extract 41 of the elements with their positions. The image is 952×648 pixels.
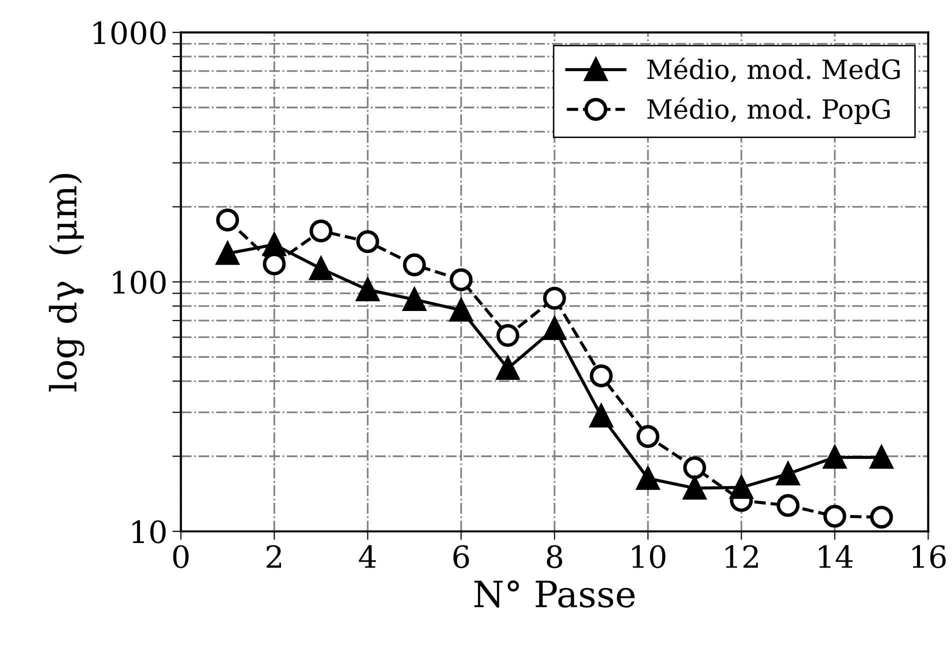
point — [636, 466, 660, 490]
x-tick-label: 16 — [912, 545, 946, 568]
point — [496, 356, 520, 380]
x-tick-label: 12 — [726, 545, 758, 568]
point — [683, 476, 706, 500]
point — [636, 425, 660, 448]
point — [310, 257, 332, 280]
point — [356, 278, 380, 302]
point — [870, 506, 893, 529]
x-axis-title: N° Passe — [474, 580, 635, 608]
x-tick-label: 6 — [453, 545, 469, 568]
y-tick-label: 100 — [113, 270, 166, 294]
point — [823, 446, 846, 469]
x-tick-label: 0 — [173, 545, 189, 568]
legend-label: Médio, mod. PopG — [647, 98, 890, 124]
point — [776, 494, 800, 517]
y-tick-label: 10 — [132, 520, 166, 544]
point — [450, 298, 473, 322]
point — [683, 456, 706, 480]
point — [776, 462, 800, 486]
point — [402, 253, 426, 276]
point — [730, 476, 753, 499]
y-axis-title: log dγ (μm) — [48, 174, 84, 392]
y-tick-label: 1000 — [94, 21, 166, 44]
point — [450, 268, 473, 292]
point — [356, 230, 380, 254]
point — [310, 220, 332, 242]
legend-label: Médio, mod. MedG — [647, 58, 900, 82]
x-tick-label: 8 — [546, 545, 562, 568]
point — [216, 242, 240, 265]
point — [496, 324, 520, 347]
point — [543, 286, 566, 310]
x-tick-label: 10 — [632, 545, 666, 568]
point — [590, 364, 613, 388]
point — [262, 233, 286, 256]
point — [216, 208, 240, 232]
x-tick-label: 2 — [266, 545, 282, 568]
point — [823, 504, 846, 528]
point — [870, 446, 893, 469]
x-tick-label: 14 — [819, 545, 853, 568]
x-tick-label: 4 — [358, 545, 376, 568]
